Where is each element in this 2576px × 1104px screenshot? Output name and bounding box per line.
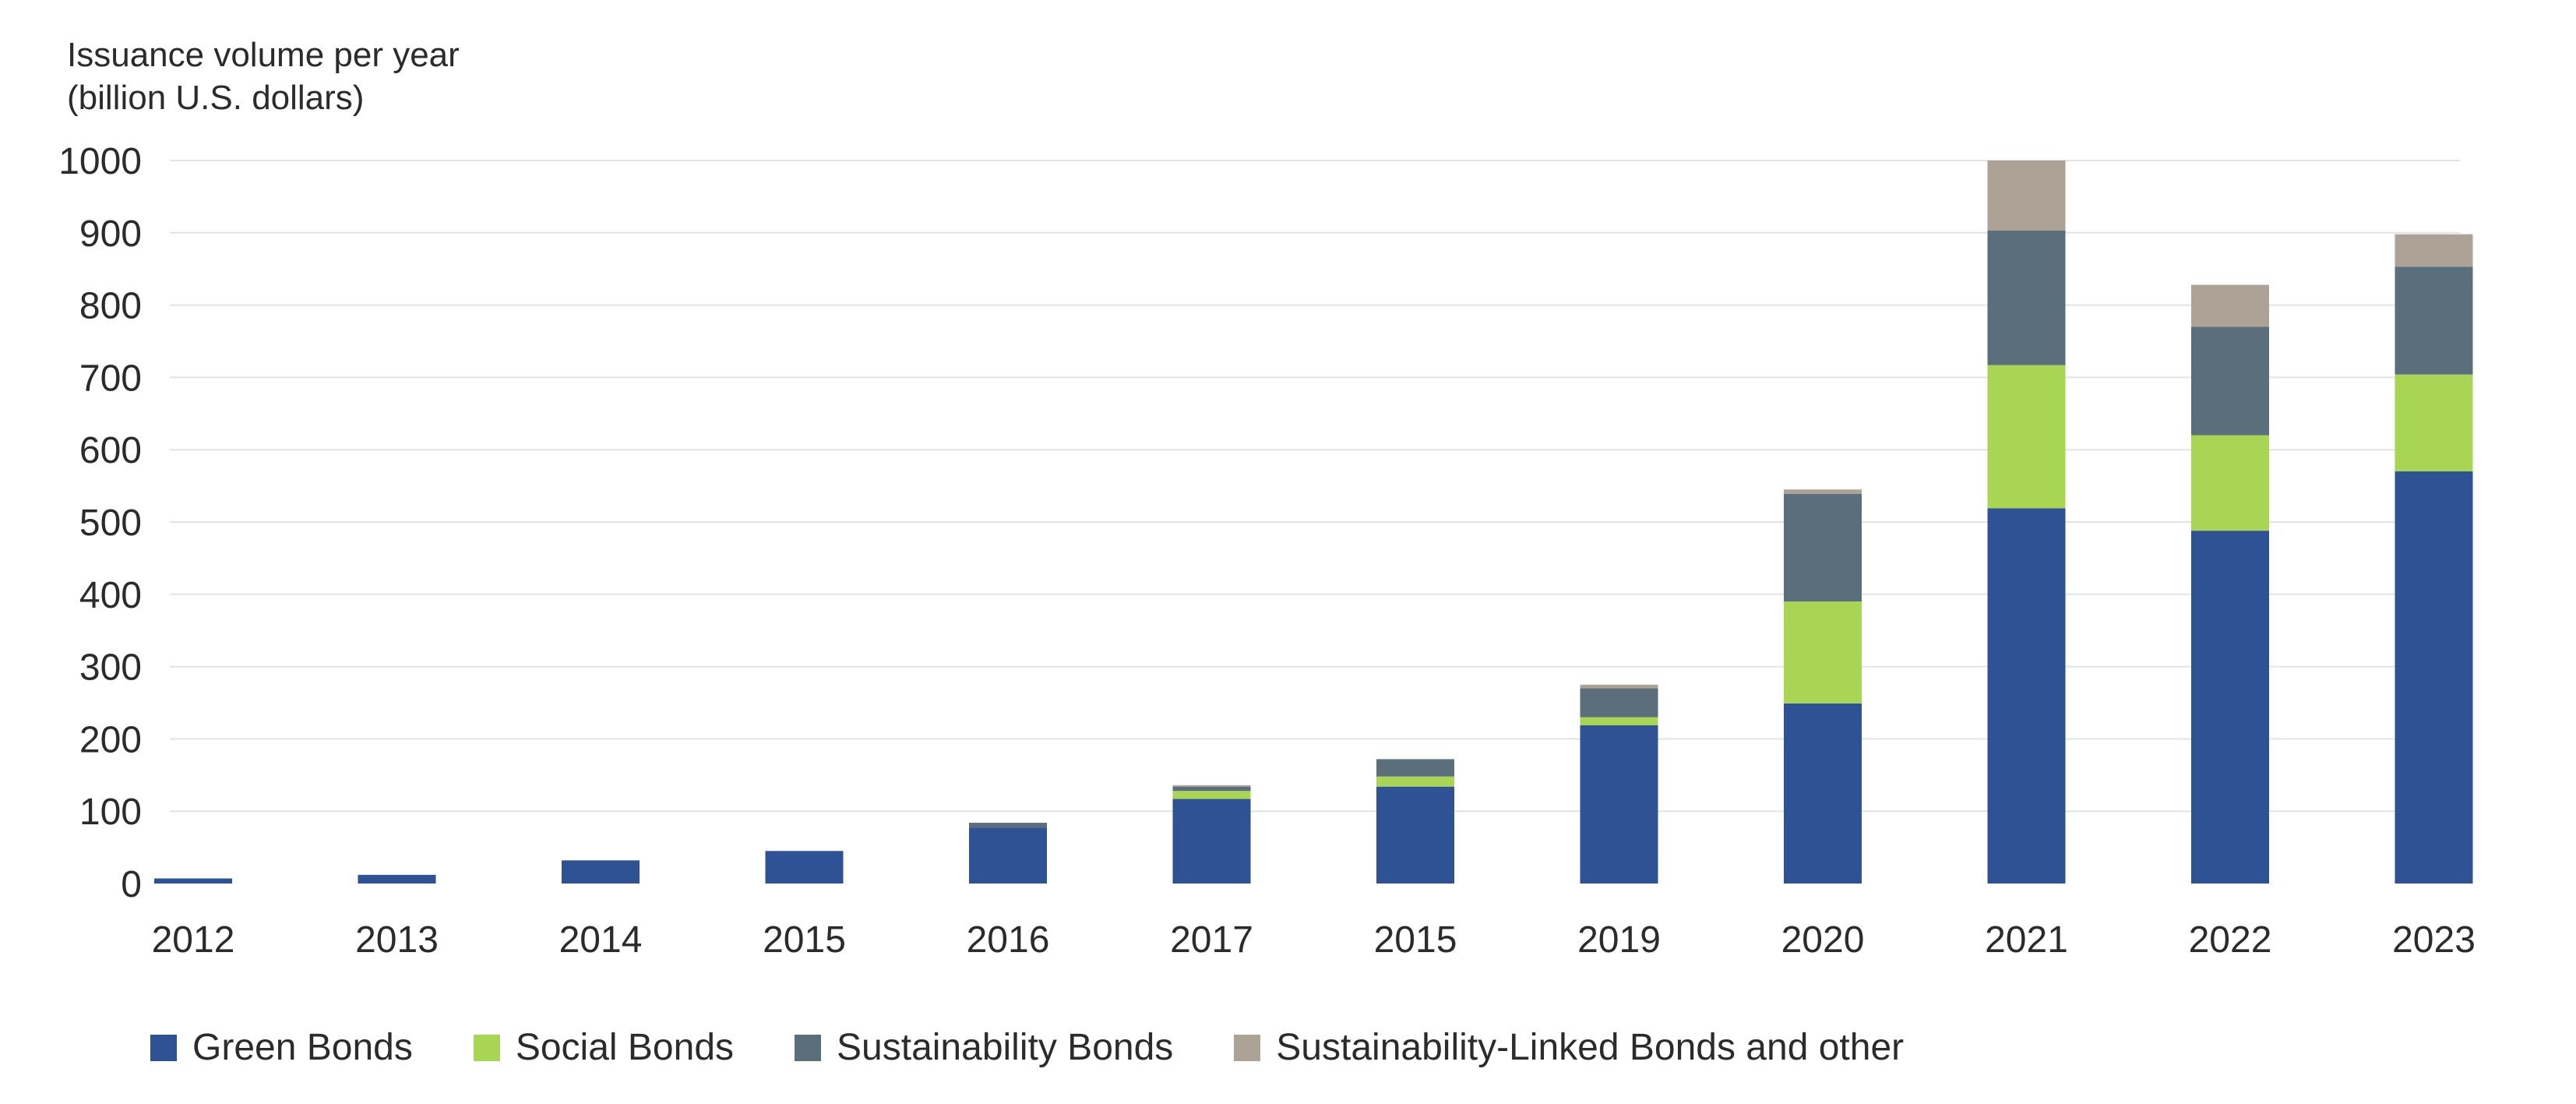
x-tick-label: 2022	[2189, 919, 2272, 961]
legend-item-green-bonds: Green Bonds	[150, 1026, 413, 1069]
bar-sustainability-linked-bonds-and-other-12	[2395, 234, 2473, 267]
bar-sustainability-bonds-5	[969, 823, 1047, 828]
y-tick-label: 300	[79, 647, 142, 689]
legend-swatch-sustainability-linked-bonds	[1234, 1034, 1261, 1061]
bar-green-bonds-9	[1784, 703, 1862, 884]
x-tick-label: 2023	[2392, 919, 2476, 961]
bar-green-bonds-7	[1376, 786, 1454, 884]
legend-item-social-bonds: Social Bonds	[473, 1026, 735, 1069]
x-tick-label: 2020	[1781, 919, 1865, 961]
x-tick-label: 2014	[559, 919, 643, 961]
x-tick-label: 2015	[1374, 919, 1457, 961]
bar-sustainability-bonds-10	[1987, 231, 2066, 365]
legend-label-green-bonds: Green Bonds	[192, 1027, 413, 1068]
bar-green-bonds-1	[154, 878, 232, 884]
legend-item-sustainability-bonds: Sustainability Bonds	[795, 1026, 1173, 1069]
bar-social-bonds-10	[1987, 365, 2066, 509]
y-tick-label: 200	[79, 719, 142, 760]
y-tick-label: 0	[121, 864, 142, 905]
bar-sustainability-linked-bonds-and-other-6	[1172, 785, 1251, 787]
y-tick-labels: 0 100 200 300 400 500 600 700 800 900 1000	[58, 141, 142, 905]
bar-green-bonds-8	[1580, 725, 1658, 884]
bar-green-bonds-10	[1987, 508, 2066, 884]
legend-item-sustainability-linked-bonds: Sustainability-Linked Bonds and other	[1234, 1026, 1904, 1069]
legend-label-sustainability-bonds: Sustainability Bonds	[837, 1027, 1174, 1068]
x-tick-label: 2016	[967, 919, 1050, 961]
bar-social-bonds-9	[1784, 601, 1862, 704]
x-tick-label: 2021	[1985, 919, 2068, 961]
y-tick-label: 1000	[58, 141, 142, 182]
bar-green-bonds-4	[765, 851, 844, 884]
bar-sustainability-bonds-12	[2395, 266, 2473, 375]
x-tick-label: 2012	[152, 919, 235, 961]
legend-swatch-sustainability-bonds	[795, 1034, 822, 1061]
bar-sustainability-linked-bonds-and-other-10	[1987, 160, 2066, 231]
y-tick-label: 400	[79, 575, 142, 616]
bar-social-bonds-8	[1580, 717, 1658, 725]
x-tick-label: 2013	[355, 919, 439, 961]
legend-swatch-green-bonds	[150, 1034, 177, 1061]
x-tick-label: 2015	[763, 919, 846, 961]
bar-sustainability-bonds-8	[1580, 688, 1658, 718]
bar-green-bonds-11	[2191, 531, 2269, 884]
bar-sustainability-bonds-6	[1172, 786, 1251, 792]
legend: Green Bonds Social Bonds Sustainability …	[150, 1026, 1965, 1069]
y-tick-label: 700	[79, 358, 142, 399]
grid-lines	[170, 160, 2460, 813]
bar-sustainability-linked-bonds-and-other-8	[1580, 684, 1658, 689]
bar-social-bonds-12	[2395, 374, 2473, 472]
bar-social-bonds-7	[1376, 776, 1454, 787]
bar-green-bonds-2	[358, 874, 436, 884]
y-axis-title-line-1: Issuance volume per year	[67, 36, 460, 74]
y-tick-label: 500	[79, 503, 142, 544]
x-tick-label: 2019	[1577, 919, 1661, 961]
bar-green-bonds-5	[969, 827, 1047, 884]
x-tick-labels: 2012 2013 2014 2015 2016 2017 2015 2019 2020 2021…	[152, 919, 2476, 961]
legend-label-social-bonds: Social Bonds	[515, 1027, 735, 1068]
bar-social-bonds-6	[1172, 791, 1251, 799]
y-axis-title-line-2: (billion U.S. dollars)	[67, 79, 365, 117]
legend-swatch-social-bonds	[473, 1034, 500, 1061]
y-tick-label: 600	[79, 430, 142, 471]
bars	[154, 160, 2473, 884]
y-tick-label: 800	[79, 286, 142, 327]
bar-green-bonds-12	[2395, 471, 2473, 884]
x-tick-label: 2017	[1170, 919, 1253, 961]
bar-sustainability-bonds-9	[1784, 493, 1862, 602]
bar-sustainability-bonds-11	[2191, 326, 2269, 436]
bar-social-bonds-11	[2191, 435, 2269, 531]
bar-green-bonds-3	[562, 860, 640, 884]
y-tick-label: 100	[79, 792, 142, 833]
bar-sustainability-linked-bonds-and-other-9	[1784, 489, 1862, 494]
bar-sustainability-linked-bonds-and-other-11	[2191, 284, 2269, 327]
legend-label-sustainability-linked-bonds: Sustainability-Linked Bonds and other	[1276, 1027, 1905, 1068]
y-tick-label: 900	[79, 213, 142, 255]
bar-green-bonds-6	[1172, 799, 1251, 884]
bar-sustainability-bonds-7	[1376, 759, 1454, 777]
